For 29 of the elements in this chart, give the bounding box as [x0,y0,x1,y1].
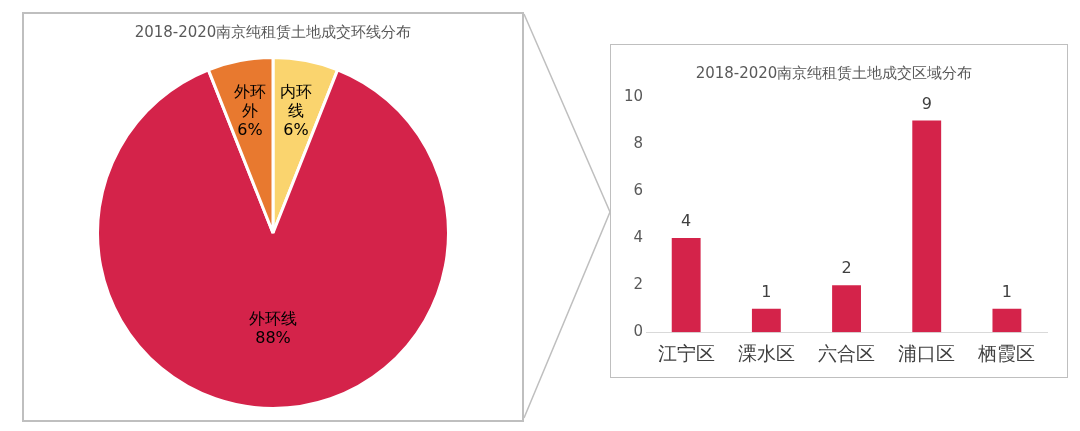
y-tick-label: 2 [633,275,644,294]
slice-label: 外环线 [249,309,297,329]
data-label: 1 [761,281,772,301]
chart-title: 2018-2020南京纯租赁土地成交环线分布 [134,22,412,41]
bar [671,238,701,333]
y-tick-label: 6 [633,180,644,199]
data-label: 1 [1001,281,1012,301]
slice-label: 外环外 [233,82,266,121]
x-tick-label: 栖霞区 [977,341,1036,364]
data-label: 2 [841,258,852,278]
data-label: 4 [681,211,692,231]
y-tick-label: 10 [623,86,644,105]
data-label: 9 [921,93,932,113]
chart-title: 2018-2020南京纯租赁土地成交区域分布 [695,63,973,82]
data-label: 88% [255,328,291,348]
y-tick-label: 8 [633,133,644,152]
y-tick-label: 4 [633,228,644,247]
bar [832,285,861,333]
x-tick-label: 江宁区 [657,341,715,364]
bar [992,308,1022,333]
x-tick-label: 六合区 [818,341,876,364]
bar [912,120,942,333]
slice-label: 内环线 [280,82,313,121]
x-tick-label: 溧水区 [737,341,795,364]
data-label: 6% [283,120,309,140]
bar [751,308,781,333]
y-tick-label: 0 [633,322,644,341]
data-label: 6% [237,120,263,140]
x-tick-label: 浦口区 [898,341,956,364]
